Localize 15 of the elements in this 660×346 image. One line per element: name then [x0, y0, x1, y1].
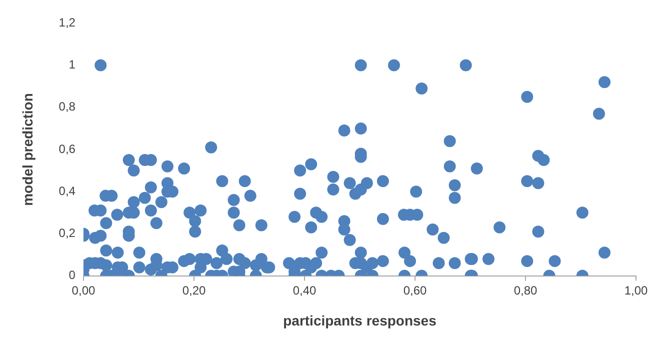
y-tick-label: 1,2: [58, 16, 76, 30]
y-tick-label: 0,2: [58, 226, 76, 240]
x-tick-label: 0,80: [514, 283, 538, 298]
x-tick-label: 0,00: [72, 283, 96, 298]
y-tick-label: 1: [68, 58, 76, 72]
y-tick-label: 0,4: [58, 184, 76, 198]
x-tick-label: 1,00: [624, 283, 648, 298]
x-tick-label: 0,40: [292, 283, 316, 298]
y-tick-label: 0: [68, 268, 76, 282]
x-axis-title: participants responses: [283, 312, 437, 328]
x-tick-label: 0,60: [403, 283, 427, 298]
y-tick-label: 0,6: [58, 142, 76, 156]
x-tick-label: 0,20: [182, 283, 206, 298]
y-axis-title: model prediction: [19, 93, 36, 206]
y-tick-label: 0,8: [58, 100, 76, 114]
